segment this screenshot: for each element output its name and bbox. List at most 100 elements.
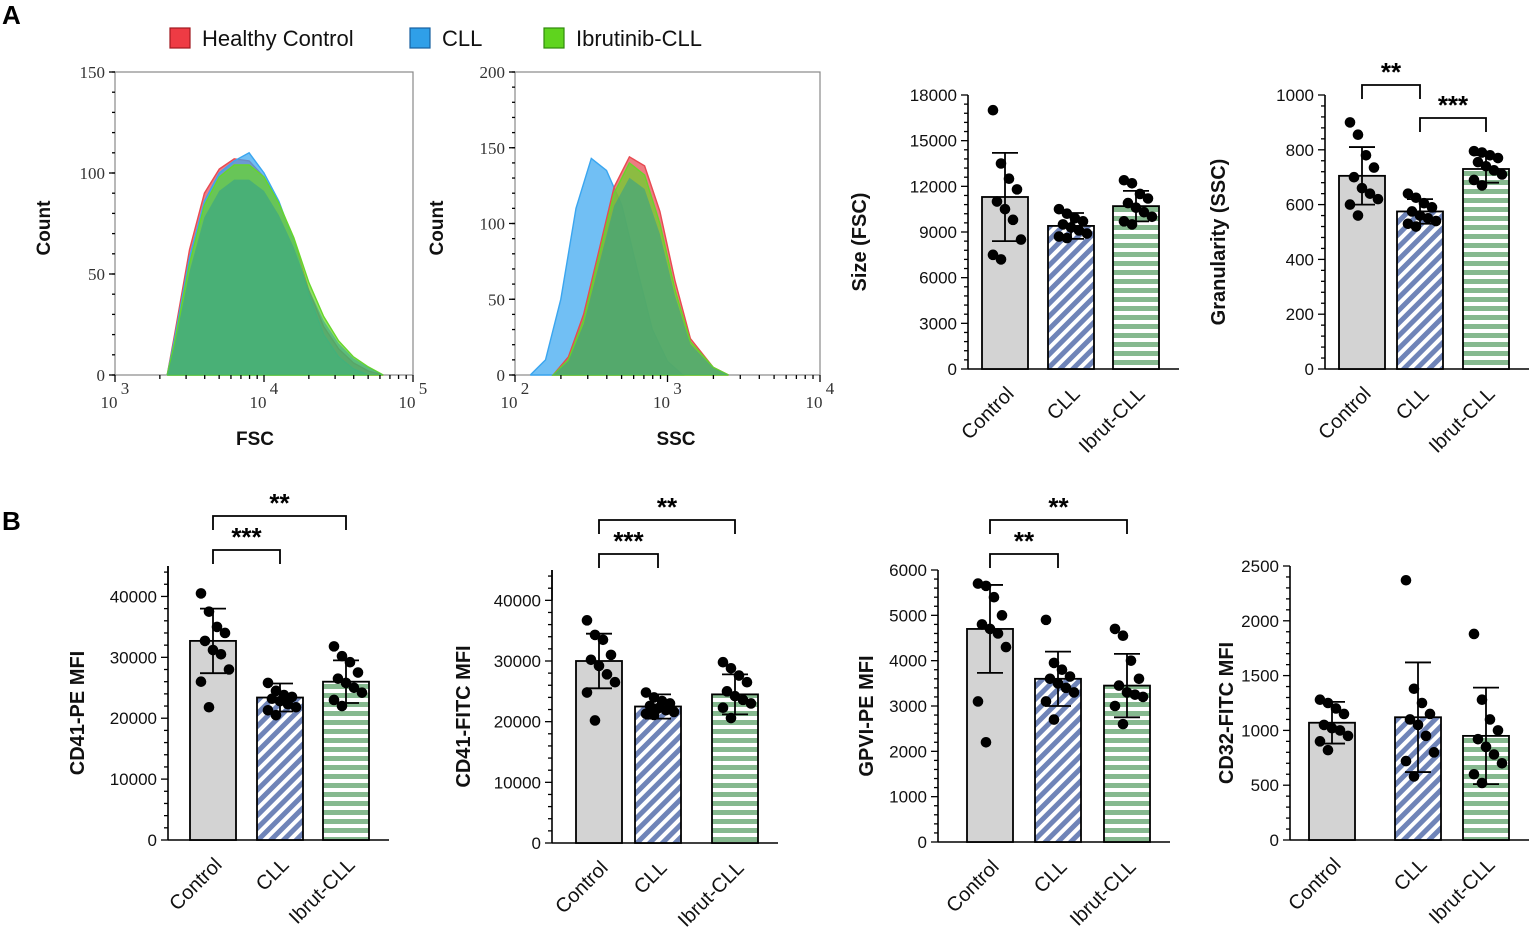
data-point-control <box>1344 199 1356 210</box>
y-tick-label: 600 <box>1286 196 1314 215</box>
legend-swatch-healthy-control <box>169 27 191 49</box>
y-tick-label: 6000 <box>919 269 957 288</box>
data-point-ibrut-cll <box>1133 673 1145 685</box>
data-point-control <box>1334 725 1346 736</box>
x-tick-exponent: 2 <box>521 379 530 398</box>
data-point-control <box>195 676 207 687</box>
data-point-ibrut-cll <box>1472 156 1484 168</box>
y-tick-label: 30000 <box>494 652 541 671</box>
y-tick-label: 0 <box>1305 360 1314 379</box>
data-point-control <box>609 676 621 688</box>
data-point-control <box>1348 171 1360 183</box>
data-point-control <box>980 736 992 748</box>
data-point-control <box>987 104 999 116</box>
data-point-cll <box>1077 216 1089 227</box>
data-point-control <box>1330 703 1342 714</box>
data-point-control <box>980 580 992 592</box>
y-tick-label: 150 <box>80 63 106 82</box>
legend-label-ibrutinib-cll: Ibrutinib-CLL <box>576 26 702 51</box>
data-point-cll <box>640 708 652 720</box>
data-point-ibrut-cll <box>1117 718 1129 730</box>
y-tick-label: 800 <box>1286 141 1314 160</box>
data-point-ibrut-cll <box>1122 197 1134 209</box>
category-label-control: Control <box>1314 383 1375 444</box>
data-point-control <box>972 578 984 589</box>
panel-letter-b: B <box>2 506 21 536</box>
bar-ibrut-cll <box>1112 205 1160 370</box>
data-point-ibrut-cll <box>717 656 729 668</box>
y-tick-label: 0 <box>532 834 541 853</box>
y-tick-label: 100 <box>80 164 106 183</box>
data-point-cll <box>274 695 286 707</box>
significance-label: ** <box>1048 492 1069 522</box>
y-axis-label: Granularity (SSC) <box>1208 159 1230 326</box>
data-point-cll <box>1068 687 1080 698</box>
y-tick-label: 4000 <box>889 652 927 671</box>
significance-label: *** <box>1438 90 1469 120</box>
x-tick-label: 10 <box>653 393 670 412</box>
significance-label: *** <box>231 522 262 552</box>
data-point-ibrut-cll <box>1496 757 1508 769</box>
data-point-ibrut-cll <box>717 702 729 714</box>
y-tick-label: 10000 <box>494 773 541 792</box>
x-tick-exponent: 4 <box>826 379 835 398</box>
data-point-cll <box>1060 682 1072 694</box>
data-point-control <box>223 664 235 675</box>
data-point-ibrut-cll <box>1468 174 1480 186</box>
significance-label: *** <box>613 526 644 556</box>
data-point-control <box>589 715 601 726</box>
data-point-ibrut-cll <box>1109 623 1121 635</box>
data-point-control <box>1015 234 1027 245</box>
data-point-ibrut-cll <box>733 670 745 681</box>
category-label-control: Control <box>165 854 226 915</box>
legend-label-healthy-control: Healthy Control <box>202 26 354 51</box>
x-tick-label: 10 <box>399 393 416 412</box>
y-axis-label: Count <box>427 200 448 256</box>
data-point-control <box>601 669 613 680</box>
y-tick-label: 0 <box>148 831 157 850</box>
data-point-ibrut-cll <box>332 673 344 684</box>
significance-bracket <box>1419 117 1487 132</box>
data-point-control <box>992 628 1004 639</box>
y-tick-label: 40000 <box>110 587 157 606</box>
data-point-ibrut-cll <box>356 687 368 698</box>
data-point-cll <box>1061 208 1073 220</box>
data-point-control <box>995 254 1007 265</box>
data-point-cll <box>1422 213 1434 224</box>
data-point-control <box>585 654 597 666</box>
data-point-control <box>1322 744 1334 756</box>
data-point-ibrut-cll <box>737 694 749 706</box>
y-tick-label: 1000 <box>1276 86 1314 105</box>
significance-label: ** <box>1381 57 1402 87</box>
data-point-cll <box>1410 192 1422 204</box>
data-point-control <box>1360 149 1372 161</box>
data-point-ibrut-cll <box>328 641 340 652</box>
y-tick-label: 0 <box>1270 831 1279 850</box>
data-point-control <box>995 158 1007 169</box>
data-point-cll <box>1416 697 1428 709</box>
cd41-fitc-chart: 0 10000 20000 30000 40000 Control CLL Ibrut-CLL… <box>453 492 778 931</box>
bar-cll <box>256 696 304 841</box>
y-tick-label: 6000 <box>889 561 927 580</box>
data-point-cll <box>270 685 282 697</box>
data-point-ibrut-cll <box>344 656 356 668</box>
data-point-cll <box>1081 228 1093 239</box>
bar-cll <box>634 705 682 844</box>
legend-swatch-cll <box>409 27 431 49</box>
data-point-control <box>999 203 1011 215</box>
legend: Healthy Control CLL Ibrutinib-CLL <box>169 26 702 51</box>
data-point-cll <box>1048 657 1060 669</box>
data-point-cll <box>1053 203 1065 215</box>
x-tick-label: 10 <box>806 393 823 412</box>
data-point-ibrut-cll <box>1488 165 1500 176</box>
data-point-control <box>215 648 227 660</box>
data-point-ibrut-cll <box>1138 206 1150 218</box>
data-point-cll <box>1408 771 1420 782</box>
data-point-ibrut-cll <box>1146 211 1158 223</box>
data-point-ibrut-cll <box>1134 188 1146 200</box>
panel-letter-a: A <box>2 0 21 30</box>
y-tick-label: 30000 <box>110 648 157 667</box>
x-tick-label: 10 <box>250 393 267 412</box>
data-point-control <box>988 591 1000 603</box>
data-point-ibrut-cll <box>336 650 348 662</box>
